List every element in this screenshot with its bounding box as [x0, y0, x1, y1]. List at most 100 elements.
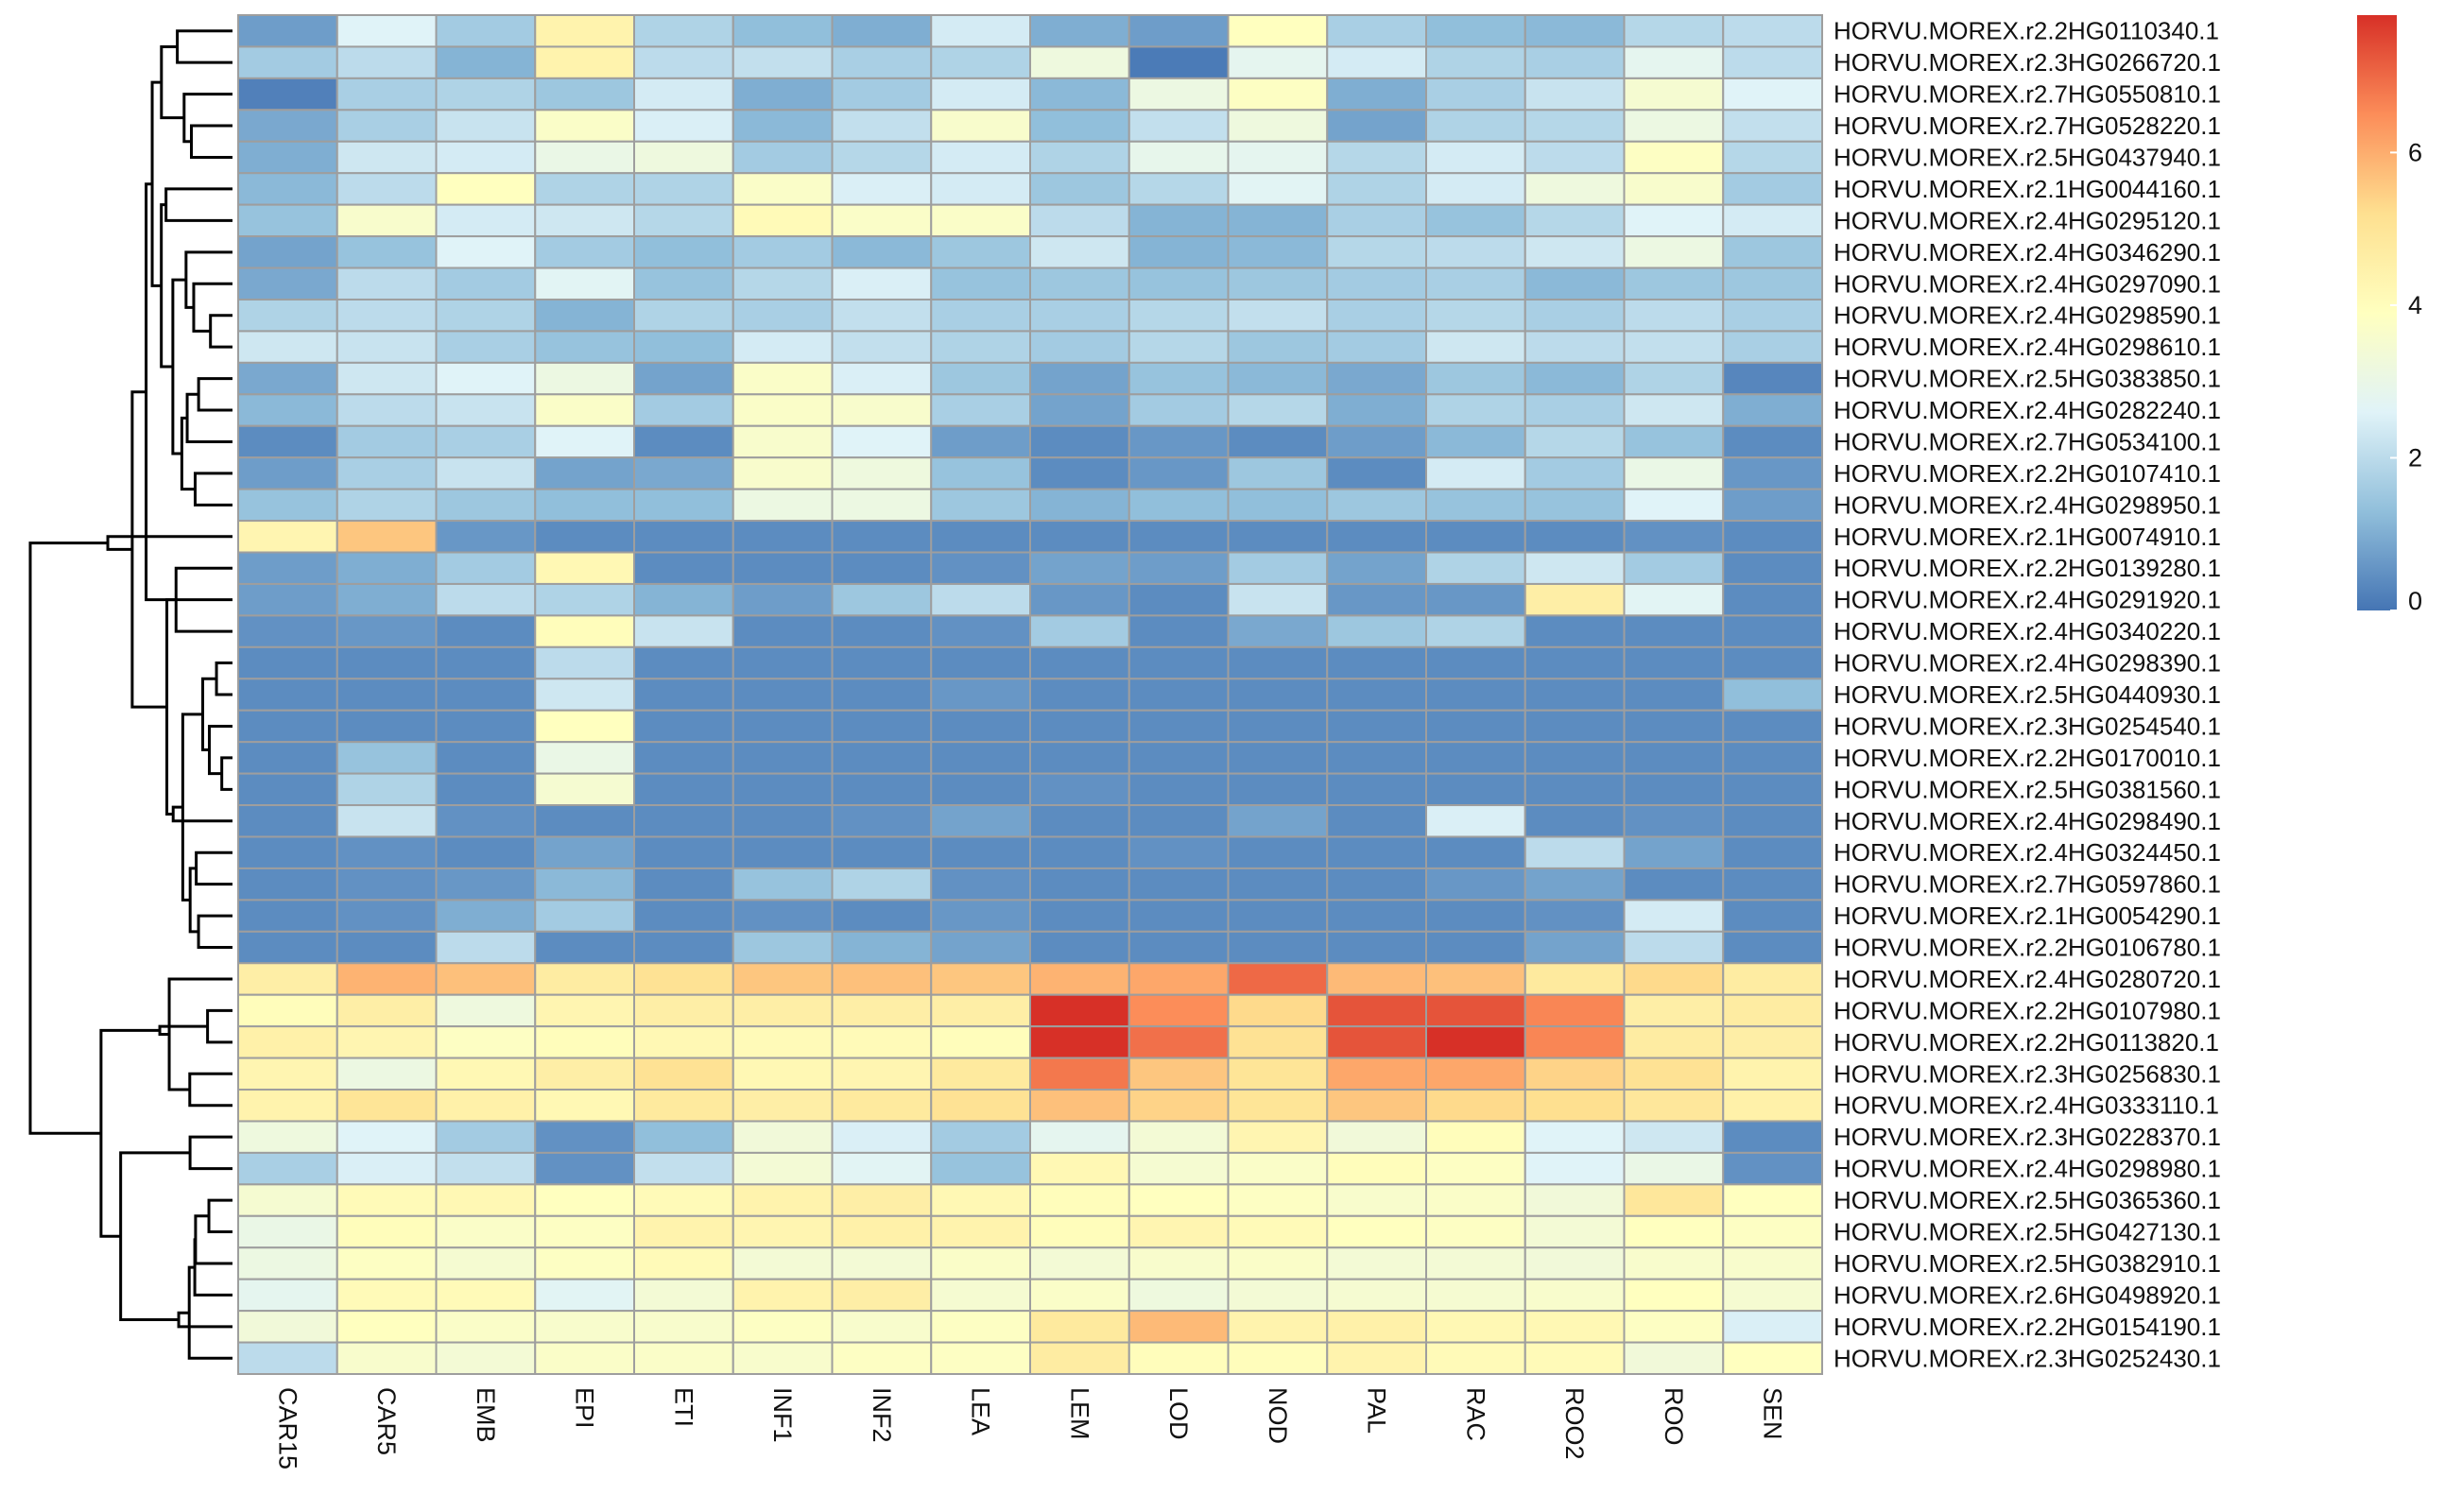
heatmap-cell: [336, 709, 438, 744]
heatmap-cell: [435, 582, 537, 617]
heatmap-cell: [831, 1025, 933, 1059]
heatmap-cell: [930, 488, 1031, 523]
heatmap-cell: [930, 298, 1031, 333]
row-label: HORVU.MOREX.r2.4HG0282240.1: [1834, 396, 2221, 424]
heatmap-cell: [1722, 930, 1823, 965]
heatmap-cell: [930, 520, 1031, 554]
heatmap-cell: [237, 203, 338, 238]
heatmap-cell: [633, 551, 734, 585]
heatmap-cell: [930, 1214, 1031, 1249]
heatmap-cell: [930, 835, 1031, 869]
heatmap-cell: [1623, 614, 1725, 648]
heatmap-cell: [1425, 266, 1526, 301]
heatmap-cell: [237, 1151, 338, 1186]
dendrogram-branch: [160, 44, 184, 120]
heatmap-cell: [435, 361, 537, 396]
heatmap-cell: [336, 456, 438, 490]
row-label: HORVU.MOREX.r2.2HG0154190.1: [1834, 1313, 2221, 1341]
heatmap-cell: [1227, 203, 1329, 238]
heatmap-cell: [1128, 393, 1230, 427]
heatmap-cell: [336, 835, 438, 869]
heatmap-cell: [1722, 962, 1823, 996]
heatmap-cell: [732, 1183, 834, 1217]
row-label: HORVU.MOREX.r2.3HG0228370.1: [1834, 1123, 2221, 1151]
heatmap-cell: [930, 741, 1031, 775]
heatmap-cell: [930, 1341, 1031, 1375]
heatmap-cell: [930, 993, 1031, 1028]
heatmap-cell: [1524, 1341, 1626, 1375]
heatmap-cell: [1524, 140, 1626, 175]
heatmap-cell: [435, 456, 537, 490]
heatmap-cell: [1623, 203, 1725, 238]
heatmap-cell: [1524, 266, 1626, 301]
heatmap-cell: [1227, 109, 1329, 143]
heatmap-cell: [1623, 298, 1725, 333]
heatmap-cell: [831, 772, 933, 807]
heatmap-cell: [534, 1310, 635, 1344]
legend-tick-label: 6: [2408, 138, 2422, 166]
row-label: HORVU.MOREX.r2.5HG0365360.1: [1834, 1186, 2221, 1214]
heatmap-cell: [1029, 551, 1130, 585]
dendrogram-branch: [192, 282, 232, 333]
heatmap-cell: [930, 424, 1031, 459]
heatmap-cell: [1722, 393, 1823, 427]
heatmap-cell: [930, 804, 1031, 838]
heatmap-cell: [336, 1151, 438, 1186]
heatmap-cell: [1425, 235, 1526, 269]
heatmap-cell: [1128, 109, 1230, 143]
heatmap-cell: [435, 678, 537, 712]
dendrogram-branch: [176, 29, 232, 64]
heatmap-cell: [1326, 1278, 1427, 1313]
heatmap-cell: [237, 1278, 338, 1313]
heatmap-cell: [1425, 14, 1526, 48]
heatmap-cell: [1623, 1025, 1725, 1059]
heatmap-cell: [1722, 582, 1823, 617]
row-label: HORVU.MOREX.r2.5HG0440930.1: [1834, 680, 2221, 709]
heatmap-cell: [831, 361, 933, 396]
heatmap-cell: [1128, 520, 1230, 554]
heatmap-cell: [1524, 393, 1626, 427]
heatmap-cell: [930, 393, 1031, 427]
heatmap-cell: [831, 1183, 933, 1217]
heatmap-cell: [1425, 298, 1526, 333]
heatmap-cell: [1326, 488, 1427, 523]
heatmap-cell: [831, 109, 933, 143]
heatmap-cell: [1227, 266, 1329, 301]
heatmap-cell: [1326, 298, 1427, 333]
heatmap-cell: [336, 1246, 438, 1280]
heatmap-cell: [633, 1310, 734, 1344]
heatmap-cell: [534, 1183, 635, 1217]
heatmap-cell: [1425, 520, 1526, 554]
heatmap-cell: [732, 298, 834, 333]
heatmap-cell: [1623, 393, 1725, 427]
heatmap-cell: [534, 14, 635, 48]
heatmap-cell: [1722, 1183, 1823, 1217]
heatmap-cell: [1326, 266, 1427, 301]
heatmap-cells: [237, 14, 1823, 1375]
heatmap-cell: [237, 77, 338, 112]
heatmap-cell: [1524, 424, 1626, 459]
heatmap-cell: [1524, 520, 1626, 554]
heatmap-cell: [1524, 645, 1626, 680]
heatmap-cell: [1623, 899, 1725, 933]
heatmap-cell: [930, 1120, 1031, 1154]
heatmap-cell: [435, 835, 537, 869]
heatmap-cell: [1227, 1246, 1329, 1280]
heatmap-cell: [1623, 678, 1725, 712]
heatmap-cell: [1623, 1183, 1725, 1217]
row-label: HORVU.MOREX.r2.5HG0437940.1: [1834, 143, 2221, 171]
heatmap-cell: [1128, 140, 1230, 175]
heatmap-cell: [435, 140, 537, 175]
heatmap-cell: [732, 645, 834, 680]
heatmap-cell: [1722, 1057, 1823, 1091]
heatmap-cell: [336, 899, 438, 933]
dendrogram-branch: [181, 713, 203, 902]
row-label: HORVU.MOREX.r2.4HG0298590.1: [1834, 301, 2221, 330]
heatmap-cell: [831, 172, 933, 206]
column-label: CAR15: [273, 1387, 301, 1469]
heatmap-cell: [1524, 551, 1626, 585]
heatmap-cell: [1524, 1120, 1626, 1154]
heatmap-cell: [534, 741, 635, 775]
heatmap-cell: [633, 1246, 734, 1280]
heatmap-cell: [1128, 77, 1230, 112]
